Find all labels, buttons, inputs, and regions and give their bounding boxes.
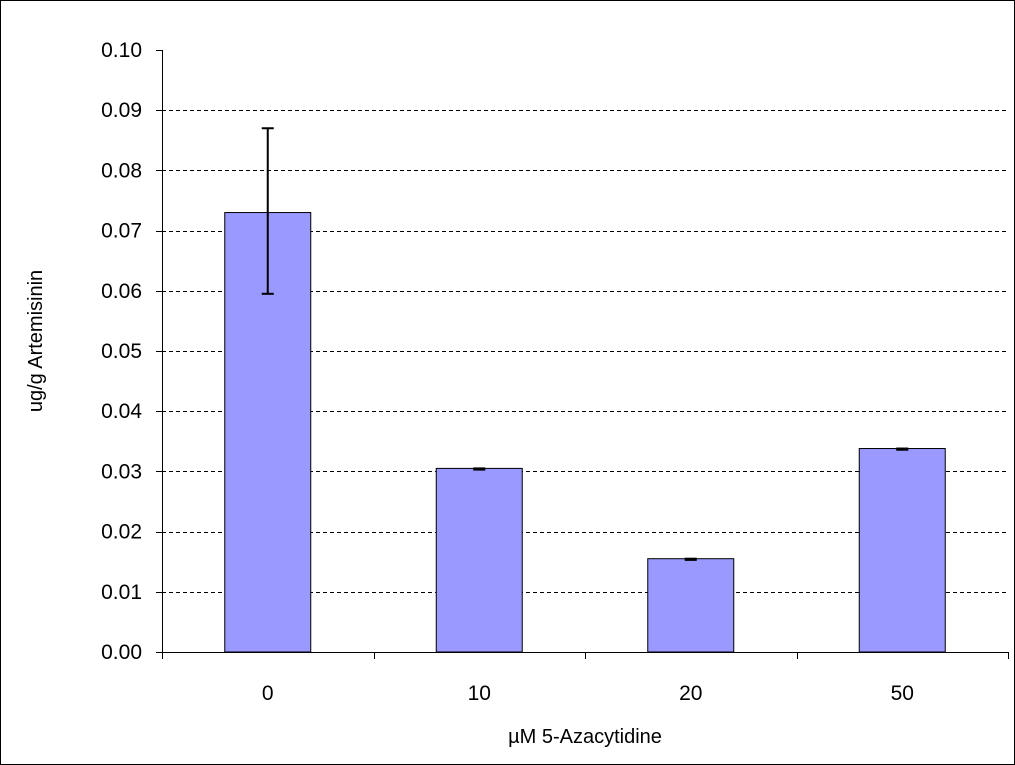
y-tick-labels: 0.00 0.01 0.02 0.03 0.04 0.05 0.06 0.07 0.08 0.09… xyxy=(101,39,142,664)
y-tick-label: 0.08 xyxy=(101,159,142,182)
x-tick-label: 0 xyxy=(262,682,274,705)
y-tick-label: 0.02 xyxy=(101,521,142,544)
bar xyxy=(858,448,946,653)
y-tick-label: 0.04 xyxy=(101,400,142,423)
bars xyxy=(224,212,946,653)
y-tick-label: 0.03 xyxy=(101,460,142,483)
y-tick-label: 0.05 xyxy=(101,340,142,363)
y-tick-label: 0.10 xyxy=(101,39,142,62)
y-axis-title: ug/g Artemisinin xyxy=(25,270,47,412)
x-tick-labels: 0 10 20 50 xyxy=(262,682,914,705)
error-bars xyxy=(261,127,909,561)
y-tick-label: 0.00 xyxy=(101,641,142,664)
bar xyxy=(435,467,523,653)
bar xyxy=(647,558,735,653)
x-tick-label: 10 xyxy=(468,682,491,705)
x-tick-label: 20 xyxy=(679,682,702,705)
y-tick-label: 0.06 xyxy=(101,280,142,303)
axes xyxy=(156,50,1009,659)
y-tick-label: 0.01 xyxy=(101,581,142,604)
x-axis-title: µM 5-Azacytidine xyxy=(508,726,662,748)
y-tick-label: 0.09 xyxy=(101,99,142,122)
x-tick-label: 50 xyxy=(891,682,914,705)
y-tick-label: 0.07 xyxy=(101,220,142,243)
